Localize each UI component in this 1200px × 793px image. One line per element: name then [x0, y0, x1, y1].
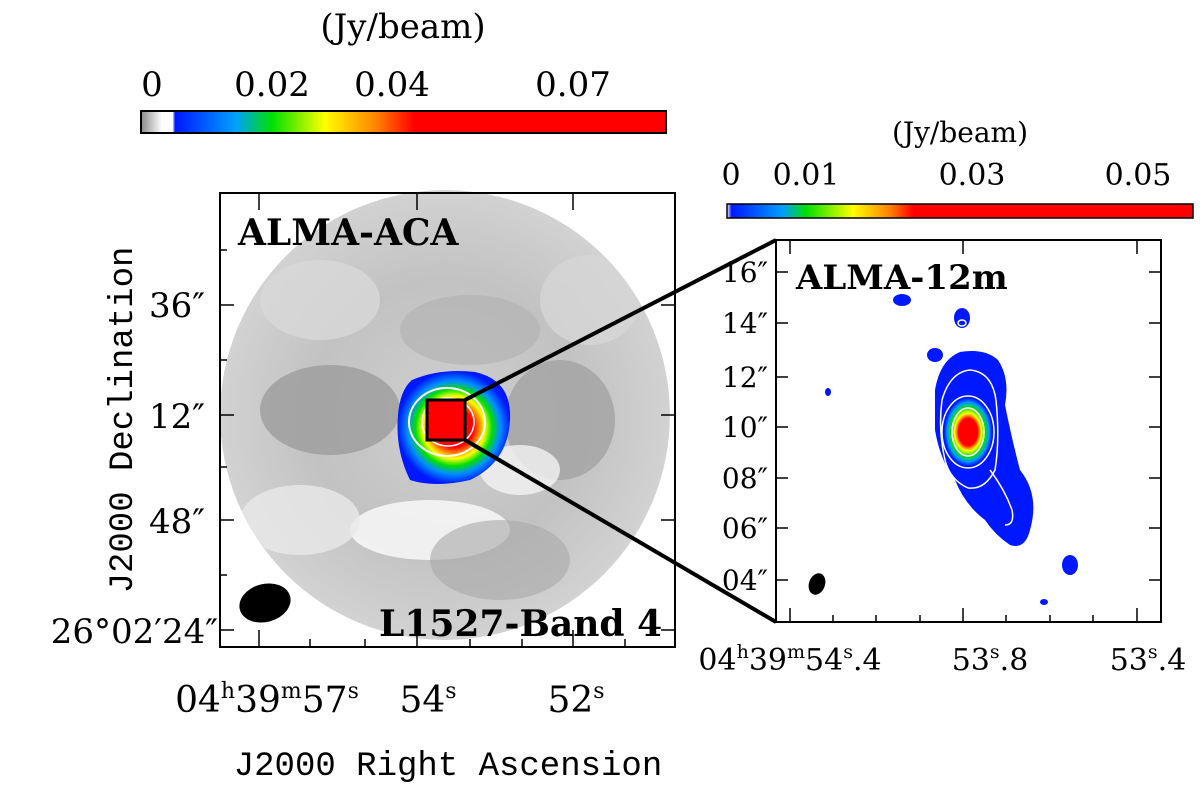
band-label: L1527-Band 4 — [379, 603, 662, 645]
left-colorbar-tick-label: 0.02 — [234, 65, 310, 105]
right-colorbar-tick-label: 0.03 — [939, 158, 1006, 193]
right-panel: ALMA-12m 16″ 14″ 12″ 10″ 08″ 06″ 04″ 04h… — [698, 239, 1187, 678]
left-colorbar-tick-label: 0 — [141, 65, 163, 105]
right-colorbar-tick-label: 0.01 — [773, 158, 840, 193]
left-colorbar: (Jy/beam) 0 0.02 0.04 0.07 — [140, 7, 667, 134]
dec-tick-label: 12″ — [149, 397, 205, 437]
dec-tick-label: 36″ — [149, 286, 205, 326]
right-panel-ticks — [776, 240, 1161, 622]
ra-tick-label: 53s.8 — [952, 641, 1029, 678]
dec-tick-label: 12″ — [722, 361, 768, 394]
dec-tick-label: 08″ — [722, 462, 768, 495]
zoom-region-box — [425, 398, 467, 442]
dec-tick-label: 48″ — [149, 502, 205, 542]
left-panel: ALMA-ACA L1527-Band 4 36″ 12″ 48″ 26°02′… — [51, 190, 676, 721]
right-colorbar-bar — [726, 203, 1194, 219]
aca-contour — [408, 387, 486, 457]
ra-tick-label: 54s — [399, 679, 456, 721]
ra-tick-label: 04h39m54s.4 — [698, 641, 881, 678]
zoom-connector-lines — [463, 238, 778, 624]
right-colorbar-unit: (Jy/beam) — [892, 116, 1028, 149]
12m-contours — [939, 319, 1014, 526]
dec-tick-label: 06″ — [722, 512, 768, 545]
right-colorbar-tick-label: 0.05 — [1105, 158, 1172, 193]
right-colorbar-tick-label: 0 — [721, 158, 740, 193]
aca-label: ALMA-ACA — [237, 212, 460, 254]
left-colorbar-tick-label: 0.04 — [354, 65, 430, 105]
left-colorbar-tick-label: 0.07 — [535, 65, 611, 105]
dec-tick-label: 04″ — [722, 564, 768, 597]
ra-tick-label: 53s.4 — [1110, 641, 1187, 678]
dec-tick-label: 10″ — [722, 411, 768, 444]
aca-beam-ellipse — [239, 583, 291, 623]
left-panel-frame — [219, 192, 676, 648]
12m-beam-ellipse — [808, 573, 826, 595]
y-axis-title: J2000 Declination — [105, 247, 143, 594]
right-panel-frame — [775, 239, 1162, 623]
left-colorbar-unit: (Jy/beam) — [320, 7, 485, 47]
dec-tick-label: 16″ — [722, 256, 768, 289]
ra-tick-label: 52s — [547, 679, 604, 721]
dec-tick-label: 26°02′24″ — [51, 612, 218, 652]
ra-tick-label: 04h39m57s — [175, 679, 359, 721]
12m-label: ALMA-12m — [795, 258, 1008, 298]
x-axis-title: J2000 Right Ascension — [234, 748, 662, 786]
right-colorbar: (Jy/beam) 0 0.01 0.03 0.05 — [721, 116, 1194, 219]
left-colorbar-bar — [140, 110, 667, 134]
aca-contour — [421, 397, 475, 447]
left-panel-ticks — [220, 193, 675, 647]
dec-tick-label: 14″ — [722, 307, 768, 340]
